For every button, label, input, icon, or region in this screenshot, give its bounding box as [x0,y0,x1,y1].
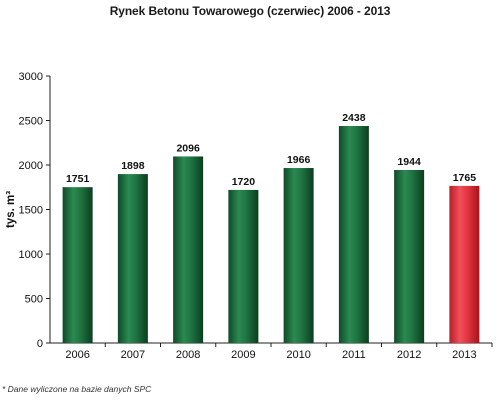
data-label: 2438 [342,112,366,124]
x-tick-label: 2010 [286,349,310,361]
x-tick-label: 2006 [65,349,89,361]
data-label: 1720 [232,176,256,188]
data-label: 1944 [397,156,421,168]
bar [338,126,369,343]
data-label: 1751 [66,173,90,185]
x-tick-label: 2011 [342,349,366,361]
x-tick-label: 2013 [452,349,476,361]
axes: 0 500 1000 1500 2000 2500 3000 2006 2007 2008 2009… [19,71,493,361]
bar [449,185,480,343]
data-labels: 1751 1898 2096 1720 1966 2438 1944 1765 [66,112,476,188]
y-tick-label: 0 [37,338,43,350]
y-tick-label: 500 [25,294,43,306]
y-tick-label: 1500 [19,205,43,217]
x-tick-label: 2008 [176,349,200,361]
data-label: 1898 [121,160,145,172]
y-tick-label: 2000 [19,160,43,172]
data-label: 1966 [287,154,311,166]
data-label: 2096 [176,142,200,154]
data-label: 1765 [453,172,477,184]
bar [283,168,314,343]
y-axis-label: tys. m³ [5,191,17,228]
y-tick-label: 2500 [19,116,43,128]
bar [228,189,259,343]
chart-title: Rynek Betonu Towarowego (czerwiec) 2006 … [109,4,391,18]
bar [62,187,93,343]
x-tick-label: 2007 [121,349,145,361]
x-tick-label: 2012 [397,349,421,361]
y-tick-label: 3000 [19,71,43,83]
bar [173,156,204,343]
bars [62,126,480,343]
x-tick-label: 2009 [231,349,255,361]
bar [117,174,148,343]
bar [394,169,425,343]
footnote: * Dane wyliczone na bazie danych SPC [2,384,152,394]
y-tick-label: 1000 [19,249,43,261]
